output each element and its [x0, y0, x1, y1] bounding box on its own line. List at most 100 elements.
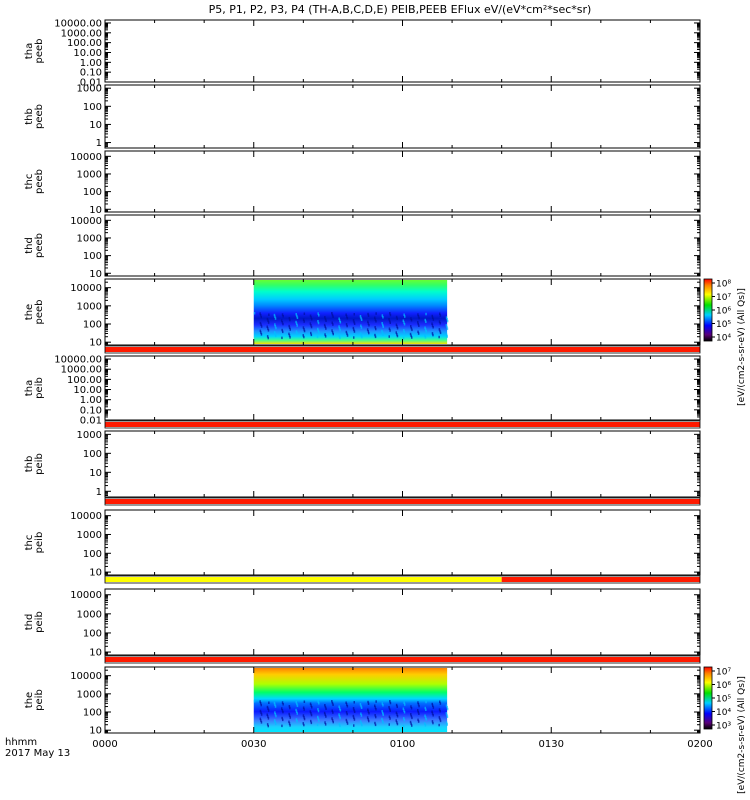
spectrogram-texture-mark [324, 325, 326, 328]
spectrogram-texture-mark [345, 330, 348, 334]
spectrogram-texture-mark [338, 713, 340, 716]
spectrogram-texture-mark [388, 707, 391, 711]
spectrogram-texture-mark [367, 330, 369, 333]
spectrogram-texture-mark [360, 722, 362, 725]
spectrogram-texture-mark [367, 312, 369, 316]
y-tick-label: 10000 [70, 216, 102, 227]
spectrogram-texture-mark [339, 707, 341, 710]
y-tick-label: 0.10 [80, 405, 102, 416]
spectrogram-texture-mark [260, 325, 263, 328]
spectrogram-texture-mark [381, 717, 383, 721]
spectrogram-texture-mark [446, 706, 448, 709]
spectrogram-texture-mark [417, 322, 419, 326]
spectrogram-texture-mark [309, 710, 312, 713]
spectrogram-the-peeb [253, 280, 448, 344]
spectrogram-texture-mark [382, 325, 384, 328]
colorbar-tick-label: 10⁵ [716, 695, 731, 705]
spectrogram-texture-mark [417, 330, 419, 334]
spectrogram-texture-mark [396, 722, 399, 726]
spectrogram-texture-mark [332, 315, 334, 318]
spectrogram-texture-mark [345, 718, 348, 722]
spectrogram-texture-mark [388, 318, 390, 321]
spectrogram-texture-mark [303, 700, 306, 703]
spectrogram-texture-mark [410, 317, 412, 320]
spectrogram-texture-mark [402, 319, 405, 322]
spectrogram-texture-mark [438, 723, 440, 727]
spectrogram-texture-mark [260, 713, 263, 716]
spectrogram-texture-mark [403, 718, 406, 722]
spectrogram-texture-mark [396, 705, 398, 708]
spectrogram-texture-mark [332, 703, 334, 706]
spectrogram-texture-mark [260, 703, 262, 707]
spectrogram-texture-mark [303, 716, 305, 719]
spectrogram-texture-mark [281, 724, 283, 728]
spectrogram-texture-mark [425, 320, 427, 323]
spectrogram-texture-mark [324, 704, 326, 707]
spectrogram-texture-mark [323, 711, 326, 715]
spectrogram-texture-mark [410, 705, 412, 708]
panel-frame [104, 84, 701, 149]
spectrogram-texture-mark [352, 707, 355, 710]
spectrogram-texture-mark [446, 721, 448, 725]
spectrogram-texture-mark [325, 327, 327, 330]
spectrogram-texture-mark [395, 331, 397, 334]
spectrogram-texture-mark [367, 700, 369, 704]
spectrogram-texture-mark [353, 701, 355, 704]
spectrogram-texture-mark [389, 700, 391, 703]
spectrogram-texture-mark [331, 709, 333, 712]
spectrogram-texture-mark [374, 704, 376, 707]
spectrogram-texture-mark [396, 715, 399, 718]
spectrogram-texture-mark [360, 714, 363, 717]
colorbar-tick-label: 10⁸ [716, 280, 731, 290]
spectrogram-texture-mark [317, 708, 319, 711]
spectrogram-texture-mark [288, 712, 290, 716]
colorbar-tick-label: 10⁷ [716, 293, 731, 303]
spectrogram-texture-mark [331, 700, 333, 703]
y-tick-label: 10 [89, 269, 102, 280]
panel-ylabel-quantity: peib [34, 611, 45, 633]
spectrogram-texture-mark [431, 720, 434, 723]
y-tick-label: 1000 [77, 169, 102, 180]
spectrogram-texture-mark [374, 333, 376, 337]
spectrogram-texture-mark [267, 327, 269, 330]
x-tick-label: 0000 [92, 739, 117, 750]
spectrogram-texture-mark [374, 714, 376, 717]
spectrogram-texture-mark [324, 723, 327, 726]
y-tick-label: 10000 [70, 590, 102, 601]
spectrogram-texture-mark [296, 316, 299, 319]
spectrogram-texture-mark [331, 701, 334, 705]
spectrogram-texture-mark [274, 703, 276, 706]
spectrogram-texture-mark [389, 321, 391, 324]
spectrogram-texture-mark [288, 317, 291, 320]
spectrogram-texture-mark [289, 336, 291, 339]
spectrogram-texture-mark [446, 318, 448, 321]
spectrogram-texture-mark [374, 316, 376, 319]
spectrogram-texture-mark [302, 318, 305, 321]
spectrogram-texture-mark [267, 724, 269, 728]
spectrogram-texture-mark [367, 708, 369, 711]
spectrogram-texture-mark [403, 701, 405, 704]
spectrogram-texture-mark [281, 328, 283, 332]
x-tick-label: 0200 [687, 739, 712, 750]
y-tick-label: 10.00 [73, 48, 102, 59]
spectrogram-texture-mark [325, 707, 327, 710]
spectrogram-texture-mark [303, 312, 306, 315]
spectrogram-texture-mark [339, 336, 341, 340]
spectrogram-texture-mark [325, 715, 327, 718]
spectrogram-texture-mark [417, 718, 419, 722]
spectrogram-texture-mark [438, 716, 441, 719]
spectrogram-texture-mark [424, 318, 426, 322]
spectrogram-texture-mark [267, 319, 269, 322]
spectrogram-texture-mark [432, 333, 434, 337]
spectrogram-texture-mark [418, 712, 420, 715]
spectrogram-texture-mark [274, 317, 277, 320]
spectrogram-texture-mark [445, 704, 448, 707]
figure-title: P5, P1, P2, P3, P4 (TH-A,B,C,D,E) PEIB,P… [209, 3, 592, 16]
y-tick-label: 100 [83, 102, 102, 113]
spectrogram-texture-mark [281, 313, 284, 316]
flag-bar-frame [104, 655, 701, 664]
spectrogram-texture-mark [368, 712, 370, 715]
spectrogram-texture-mark [302, 706, 305, 709]
